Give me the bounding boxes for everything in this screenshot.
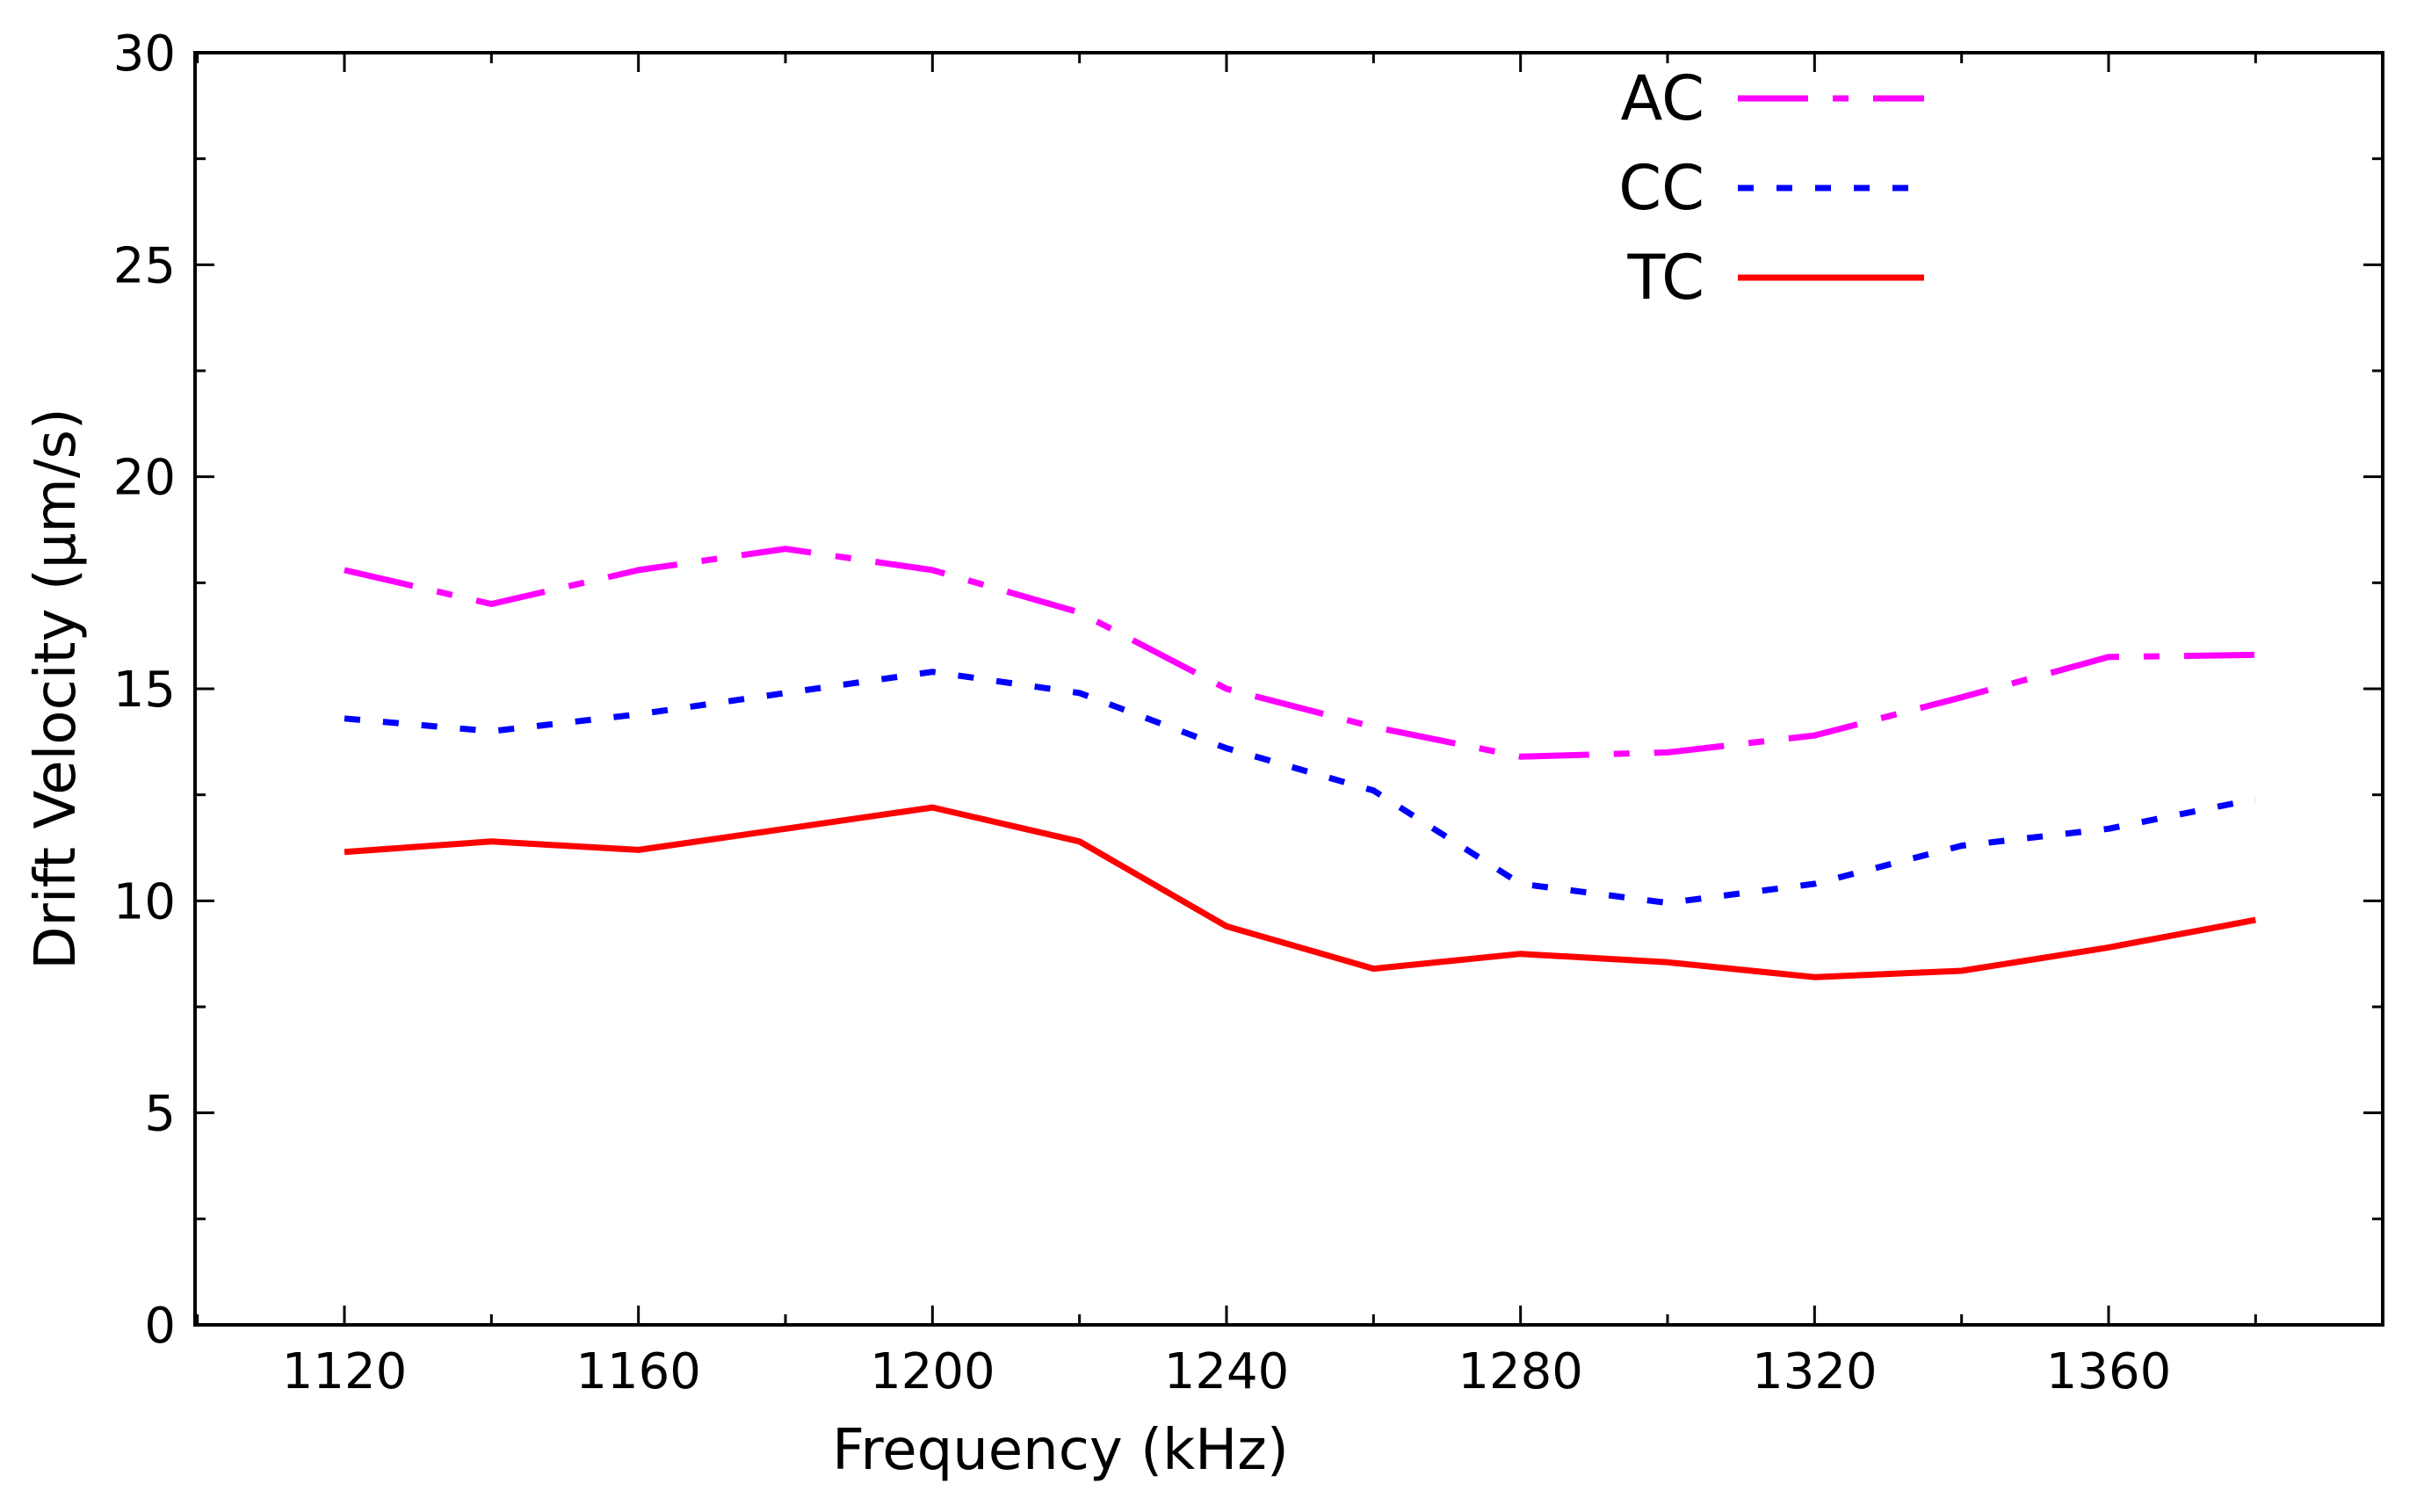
y-tick-label-10: 10: [113, 873, 176, 930]
series-line-tc: [344, 804, 2256, 980]
x-tick-label-1360: 1360: [2046, 1343, 2172, 1400]
x-tick-label-1200: 1200: [870, 1343, 995, 1400]
legend-label-cc: CC: [1618, 152, 1704, 224]
series-line-cc: [344, 669, 2256, 907]
x-axis: 1120 1160 1200 1240 1280 1320 1360: [196, 53, 2257, 1400]
y-tick-label-20: 20: [113, 450, 176, 507]
y-tick-label-25: 25: [113, 237, 176, 294]
y-axis-label: Drift Velocity (μm/s): [24, 408, 89, 970]
legend-label-ac: AC: [1620, 62, 1704, 134]
legend: AC CC TC: [1618, 62, 1924, 314]
plot-frame: [193, 51, 2384, 1327]
y-tick-label-15: 15: [113, 662, 176, 719]
x-tick-label-1240: 1240: [1164, 1343, 1290, 1400]
x-tick-label-1160: 1160: [575, 1343, 701, 1400]
series-line-ac: [344, 546, 2256, 760]
y-tick-label-30: 30: [113, 25, 176, 83]
x-tick-label-1120: 1120: [282, 1343, 408, 1400]
x-tick-label-1320: 1320: [1752, 1343, 1878, 1400]
chart-marks: [344, 546, 2256, 980]
y-axis: 0 5 10 15 20 25 30: [113, 25, 2383, 1355]
y-tick-label-0: 0: [144, 1298, 176, 1355]
legend-label-tc: TC: [1626, 242, 1704, 314]
y-tick-label-5: 5: [144, 1086, 176, 1143]
x-axis-label: Frequency (kHz): [832, 1418, 1289, 1483]
x-tick-label-1280: 1280: [1458, 1343, 1583, 1400]
